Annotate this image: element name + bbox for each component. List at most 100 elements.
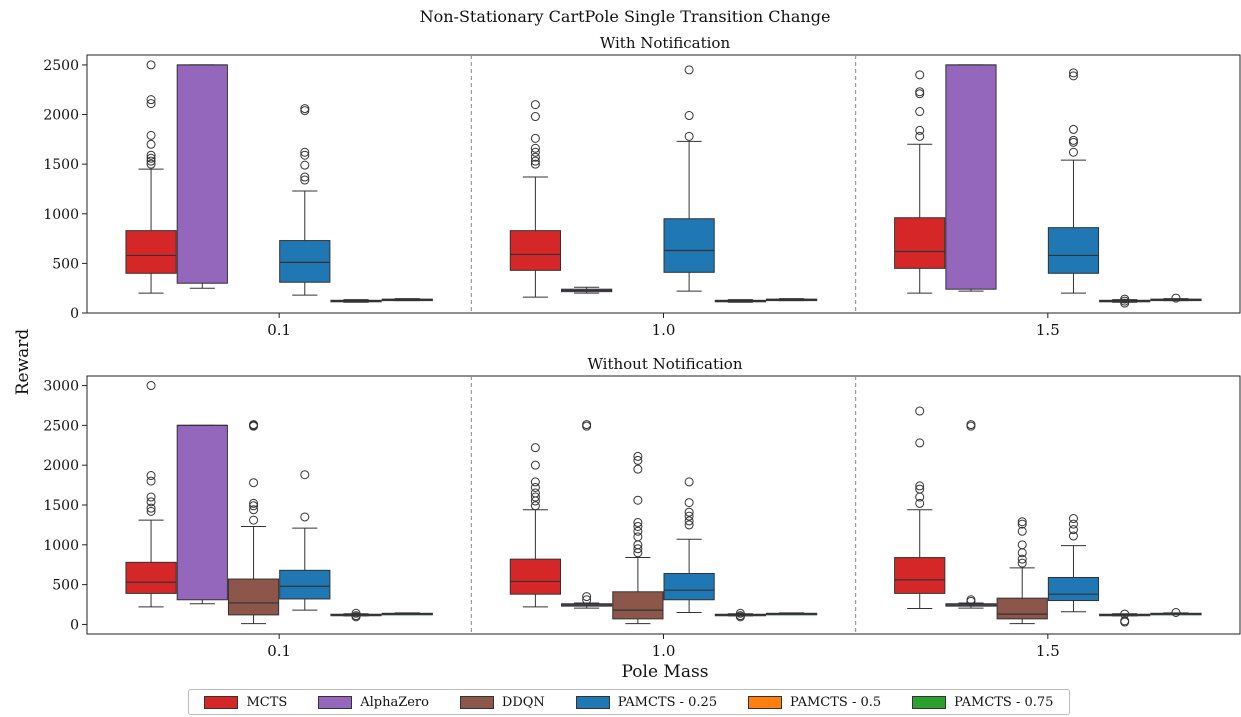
outlier-point	[146, 95, 156, 105]
outlier-point	[684, 477, 694, 487]
outlier-point	[1171, 608, 1181, 617]
box-pamcts-0-5	[330, 299, 382, 303]
box-body	[125, 230, 177, 274]
outlier-point	[915, 438, 925, 448]
box-pamcts-0-25	[279, 104, 331, 296]
outlier-point	[146, 60, 156, 70]
y-tick-label: 2000	[43, 458, 79, 474]
legend-swatch	[748, 695, 783, 709]
box-alphazero	[561, 286, 613, 294]
outlier-point	[633, 495, 643, 505]
outlier-point	[1068, 519, 1078, 529]
legend-item: PAMCTS - 0.5	[748, 695, 881, 710]
outlier-point	[1017, 526, 1027, 536]
legend-swatch	[318, 695, 353, 709]
legend-item: DDQN	[459, 695, 545, 710]
outlier-point	[1068, 137, 1078, 147]
outlier-point	[1120, 294, 1130, 304]
outlier-point	[300, 470, 310, 480]
outlier-point	[530, 488, 540, 498]
box-alphazero	[176, 64, 228, 289]
axes-frame	[86, 54, 1241, 314]
box-pamcts-0-25	[1047, 68, 1100, 294]
outlier-point	[915, 87, 925, 97]
legend-swatch	[204, 695, 239, 709]
box-body	[279, 569, 331, 600]
outlier-point	[1017, 517, 1027, 527]
legend-swatch	[575, 695, 610, 709]
box-alphazero	[176, 424, 228, 605]
legend-label: MCTS	[246, 694, 288, 710]
legend-label: PAMCTS - 0.5	[790, 694, 882, 710]
outlier-point	[582, 420, 592, 430]
outlier-point	[249, 478, 259, 488]
outlier-point	[915, 89, 925, 99]
outlier-point	[1120, 616, 1130, 626]
outlier-point	[1171, 293, 1181, 303]
box-body	[176, 424, 228, 601]
legend-label: PAMCTS - 0.25	[617, 694, 718, 710]
outlier-point	[146, 497, 156, 507]
box-body	[176, 64, 228, 284]
outlier-point	[146, 503, 156, 513]
outlier-point	[633, 455, 643, 465]
box-body	[612, 591, 664, 620]
outlier-point	[735, 608, 745, 618]
outlier-point	[1068, 124, 1078, 134]
box-mcts	[894, 70, 946, 294]
y-tick-label: 2000	[43, 108, 79, 124]
legend-label: AlphaZero	[360, 694, 429, 710]
outlier-point	[582, 595, 592, 605]
y-tick-label: 3000	[43, 379, 79, 395]
outlier-point	[530, 492, 540, 502]
x-tick-label: 1.0	[652, 321, 676, 339]
box-pamcts-0-25	[1047, 514, 1100, 613]
box-mcts	[125, 381, 177, 608]
legend-item: MCTS	[204, 695, 287, 710]
outlier-point	[530, 100, 540, 110]
y-tick-label: 1500	[43, 498, 79, 514]
outlier-point	[1068, 531, 1078, 541]
outlier-point	[249, 505, 259, 515]
outlier-point	[530, 460, 540, 470]
y-axis-label: Reward	[13, 329, 33, 396]
outlier-point	[146, 153, 156, 163]
box-mcts	[509, 443, 561, 608]
outlier-point	[915, 498, 925, 508]
outlier-point	[966, 420, 976, 430]
y-tick-label: 2500	[43, 58, 79, 74]
outlier-point	[633, 526, 643, 536]
legend-item: AlphaZero	[318, 695, 429, 710]
outlier-point	[1068, 68, 1078, 78]
outlier-point	[633, 544, 643, 554]
box-pamcts-0-75	[1150, 293, 1202, 303]
outlier-point	[146, 476, 156, 486]
box-body	[125, 561, 177, 594]
outlier-point	[915, 125, 925, 135]
outlier-point	[1017, 554, 1027, 564]
box-body	[945, 64, 997, 290]
outlier-point	[633, 451, 643, 461]
outlier-point	[530, 147, 540, 157]
outlier-point	[915, 484, 925, 494]
box-mcts	[125, 60, 177, 294]
box-mcts	[894, 406, 946, 610]
outlier-point	[249, 515, 259, 525]
outlier-point	[633, 518, 643, 528]
outlier-point	[633, 532, 643, 542]
y-tick-label: 500	[52, 256, 79, 272]
outlier-point	[300, 172, 310, 182]
outlier-point	[530, 477, 540, 487]
outlier-point	[249, 501, 259, 511]
figure-title: Non-Stationary CartPole Single Transitio…	[420, 7, 831, 26]
box-pamcts-0-5	[330, 608, 382, 622]
outlier-point	[530, 112, 540, 122]
outlier-point	[1120, 609, 1130, 619]
outlier-point	[633, 522, 643, 531]
outlier-point	[684, 511, 694, 521]
outlier-point	[684, 507, 694, 517]
outlier-point	[530, 152, 540, 162]
box-body	[227, 578, 280, 616]
box-pamcts-0-5	[714, 299, 766, 303]
x-axis-label: Pole Mass	[622, 662, 709, 682]
